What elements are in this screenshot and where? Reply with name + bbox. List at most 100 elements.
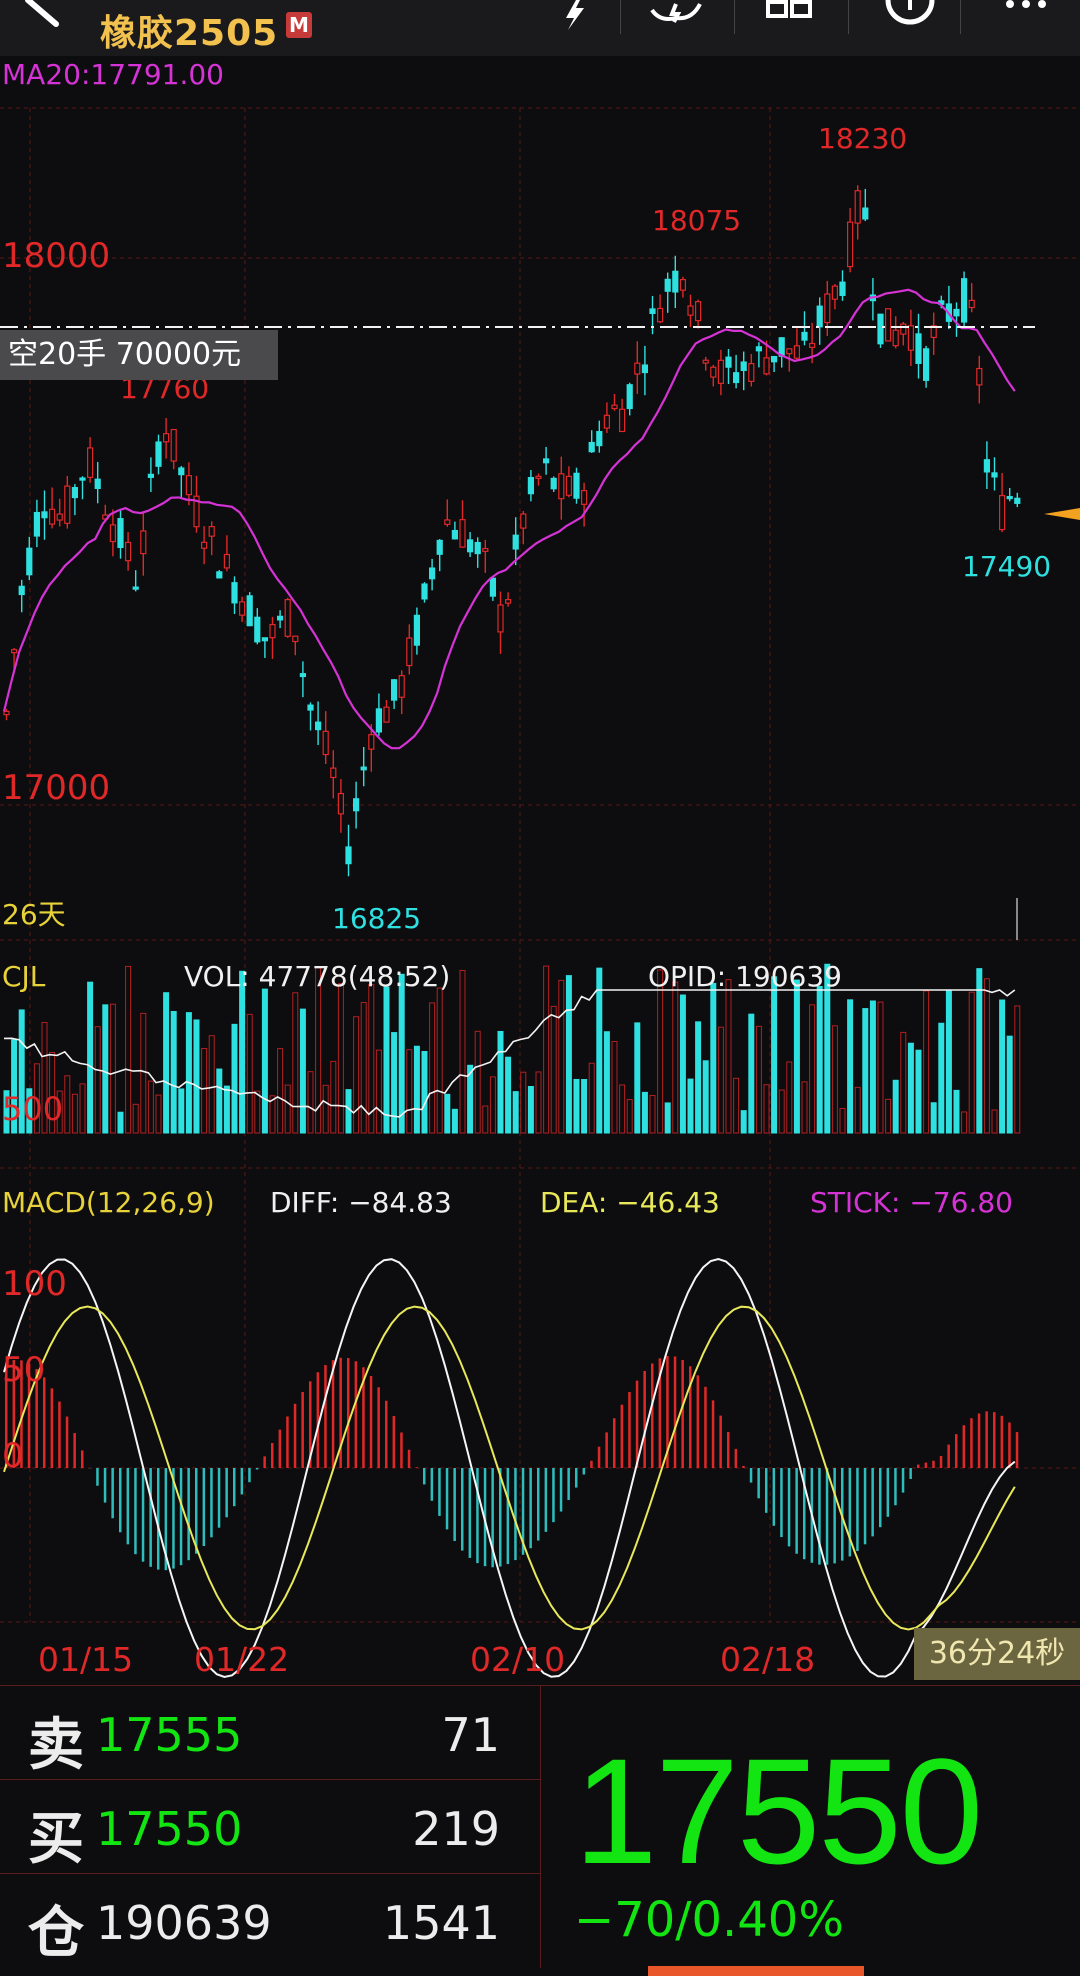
candle bbox=[48, 508, 56, 525]
switch-contract-icon[interactable] bbox=[760, 0, 820, 44]
volume-bar bbox=[991, 1109, 998, 1134]
low-marker: 16825 bbox=[332, 902, 422, 935]
candle bbox=[330, 767, 337, 779]
candle bbox=[482, 547, 489, 552]
macd-bar bbox=[924, 1462, 928, 1468]
macd-bar bbox=[233, 1468, 236, 1507]
macd-bar bbox=[392, 1415, 396, 1468]
macd-bar bbox=[445, 1468, 449, 1530]
macd-bar bbox=[590, 1460, 593, 1468]
bid-qty: 219 bbox=[412, 1802, 500, 1856]
macd-bar bbox=[909, 1468, 912, 1479]
volume-bar bbox=[603, 1031, 610, 1134]
macd-bar bbox=[734, 1448, 738, 1468]
candle bbox=[132, 586, 139, 590]
macd-bar bbox=[567, 1468, 570, 1500]
back-icon[interactable] bbox=[18, 0, 78, 36]
candle bbox=[900, 323, 907, 335]
candle bbox=[124, 541, 132, 562]
macd-bar bbox=[993, 1412, 996, 1468]
open-interest-row[interactable]: 仓 190639 1541 bbox=[0, 1874, 540, 1966]
candle bbox=[451, 529, 458, 540]
candle bbox=[216, 571, 223, 579]
lightning-icon[interactable] bbox=[540, 0, 600, 44]
volume-bar bbox=[299, 1008, 306, 1134]
volume-bar bbox=[672, 981, 679, 1134]
macd-bar bbox=[689, 1366, 692, 1468]
volume-bar bbox=[216, 1068, 223, 1134]
more-icon[interactable] bbox=[1000, 0, 1060, 44]
bid-price: 17550 bbox=[96, 1802, 243, 1856]
volume-bar bbox=[809, 1004, 816, 1134]
macd-bar bbox=[309, 1381, 312, 1468]
candle bbox=[41, 511, 48, 519]
candle bbox=[360, 766, 367, 771]
volume-bar bbox=[132, 1103, 139, 1134]
macd-bar bbox=[955, 1434, 958, 1468]
volume-bar bbox=[596, 967, 603, 1134]
candle bbox=[86, 447, 94, 478]
macd-bar bbox=[5, 1362, 8, 1468]
candle bbox=[33, 511, 41, 537]
volume-bar bbox=[41, 1022, 48, 1134]
candle bbox=[535, 475, 542, 479]
volume-bar bbox=[413, 1045, 420, 1134]
macd-bar bbox=[43, 1377, 46, 1468]
position-tag[interactable]: 空20手 70000元 bbox=[0, 330, 278, 380]
volume-bar bbox=[983, 978, 990, 1134]
volume-bar bbox=[725, 979, 732, 1134]
high-marker: 18075 bbox=[652, 204, 742, 237]
macd-bar bbox=[719, 1415, 722, 1468]
volume-bar bbox=[277, 1048, 284, 1134]
candle bbox=[185, 475, 192, 496]
candle bbox=[770, 355, 778, 363]
candle bbox=[11, 649, 18, 654]
macd-bar bbox=[164, 1468, 168, 1571]
candle bbox=[345, 846, 352, 865]
volume-bar bbox=[429, 1002, 436, 1134]
candle bbox=[656, 307, 664, 323]
macd-bar bbox=[385, 1400, 388, 1468]
price-axis-lower: 17000 bbox=[2, 768, 111, 808]
candle bbox=[208, 526, 215, 537]
candle bbox=[922, 348, 930, 381]
macd-panel-name[interactable]: MACD(12,26,9) bbox=[2, 1186, 215, 1219]
volume-bar bbox=[900, 1031, 907, 1134]
volume-bar bbox=[679, 994, 686, 1134]
ask-row[interactable]: 卖 17555 71 bbox=[0, 1686, 540, 1778]
sync-icon[interactable] bbox=[646, 0, 706, 44]
macd-bar bbox=[263, 1456, 266, 1468]
candle bbox=[444, 519, 451, 525]
macd-bar bbox=[939, 1456, 943, 1468]
macd-bar bbox=[453, 1468, 456, 1542]
clock-icon[interactable] bbox=[880, 0, 940, 44]
macd-bar bbox=[347, 1358, 350, 1468]
volume-panel-name[interactable]: CJL bbox=[2, 960, 46, 993]
candle bbox=[702, 359, 709, 364]
candle bbox=[991, 472, 998, 478]
macd-bar bbox=[970, 1418, 973, 1468]
volume-bar bbox=[368, 984, 375, 1134]
volume-bar bbox=[474, 1030, 481, 1134]
kline-chart[interactable] bbox=[0, 0, 1080, 1686]
volume-bar bbox=[398, 973, 405, 1134]
contract-title[interactable]: 橡胶2505 bbox=[100, 13, 279, 54]
candle bbox=[558, 473, 565, 500]
macd-bar bbox=[286, 1416, 289, 1468]
volume-bar bbox=[847, 999, 854, 1134]
volume-bar bbox=[771, 976, 778, 1134]
volume-bar bbox=[649, 1095, 656, 1134]
macd-bar bbox=[58, 1401, 61, 1468]
candle bbox=[786, 348, 793, 355]
macd-stick-value: STICK: −76.80 bbox=[810, 1186, 1013, 1219]
candle bbox=[201, 541, 208, 549]
volume-bar bbox=[573, 1078, 580, 1134]
macd-bar bbox=[552, 1468, 555, 1523]
candle bbox=[877, 313, 884, 345]
last-price-arrow-icon bbox=[1044, 508, 1080, 520]
volume-bar bbox=[49, 1051, 56, 1134]
macd-bar bbox=[742, 1465, 745, 1468]
bid-row[interactable]: 买 17550 219 bbox=[0, 1780, 540, 1872]
candle bbox=[193, 495, 200, 528]
macd-bar bbox=[818, 1468, 821, 1565]
